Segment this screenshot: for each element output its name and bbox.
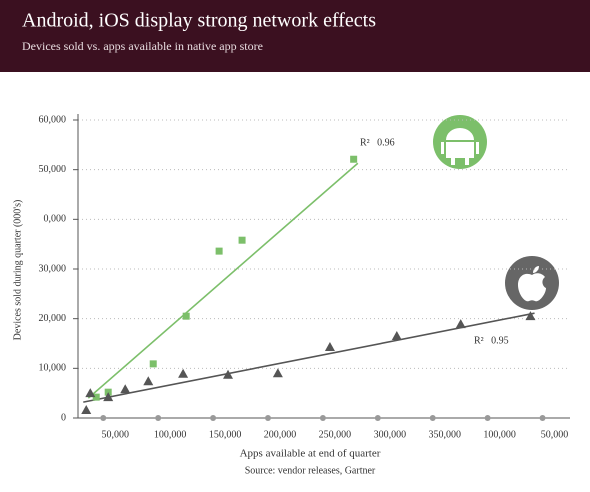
triangle-point [455,319,466,329]
x-tick-label: 50,000 [541,429,569,440]
y-tick-label: 30,000 [39,263,67,274]
android-icon [433,115,487,169]
y-tick-label: 0,000 [44,214,67,225]
x-tick [319,415,326,421]
y-tick-label: 60,000 [39,114,67,125]
chart-title: Android, iOS display strong network effe… [22,10,376,32]
x-tick [539,415,546,421]
triangle-point [178,368,189,378]
trend-line [87,162,359,399]
square-point [238,236,246,244]
y-tick-label: 0 [61,412,66,423]
x-tick-label: 300,000 [374,429,407,440]
triangle-point [143,376,154,386]
x-tick [264,415,271,421]
y-axis-label: Devices sold during quarter (000's) [12,200,23,341]
square-point [215,247,223,255]
square-point [92,393,100,401]
trend-line [83,312,535,403]
x-axis-label: Apps available at end of quarter [240,448,381,460]
square-point [350,155,358,163]
x-tick [100,415,107,421]
x-tick-label: 350,000 [428,429,461,440]
x-tick-label: 50,000 [102,429,130,440]
triangle-point [324,341,335,351]
x-tick [374,415,381,421]
source: Source: vendor releases, Gartner [245,465,376,476]
x-tick [210,415,217,421]
triangle-point [223,369,234,379]
x-tick-label: 250,000 [319,429,352,440]
x-tick [429,415,436,421]
triangle-point [272,368,283,378]
triangle-point [103,392,114,402]
r-squared-label: R² 0.96 [360,137,395,148]
triangle-point [81,405,92,415]
y-tick-label: 20,000 [39,313,67,324]
x-tick [484,415,491,421]
triangle-point [120,384,131,394]
r-squared-label: R² 0.95 [474,335,509,346]
x-tick-label: 100,000 [483,429,516,440]
x-tick-label: 150,000 [209,429,242,440]
y-tick-label: 50,000 [39,164,67,175]
square-point [182,312,190,320]
triangle-point [525,311,536,321]
triangle-point [391,331,402,341]
header-band [0,0,590,72]
x-tick-label: 200,000 [264,429,297,440]
triangle-point [85,388,96,398]
apple-icon [505,256,559,310]
y-tick-label: 10,000 [39,363,67,374]
square-point [149,360,157,368]
x-tick-label: 100,000 [154,429,187,440]
x-tick [155,415,162,421]
chart-subtitle: Devices sold vs. apps available in nativ… [22,39,263,53]
